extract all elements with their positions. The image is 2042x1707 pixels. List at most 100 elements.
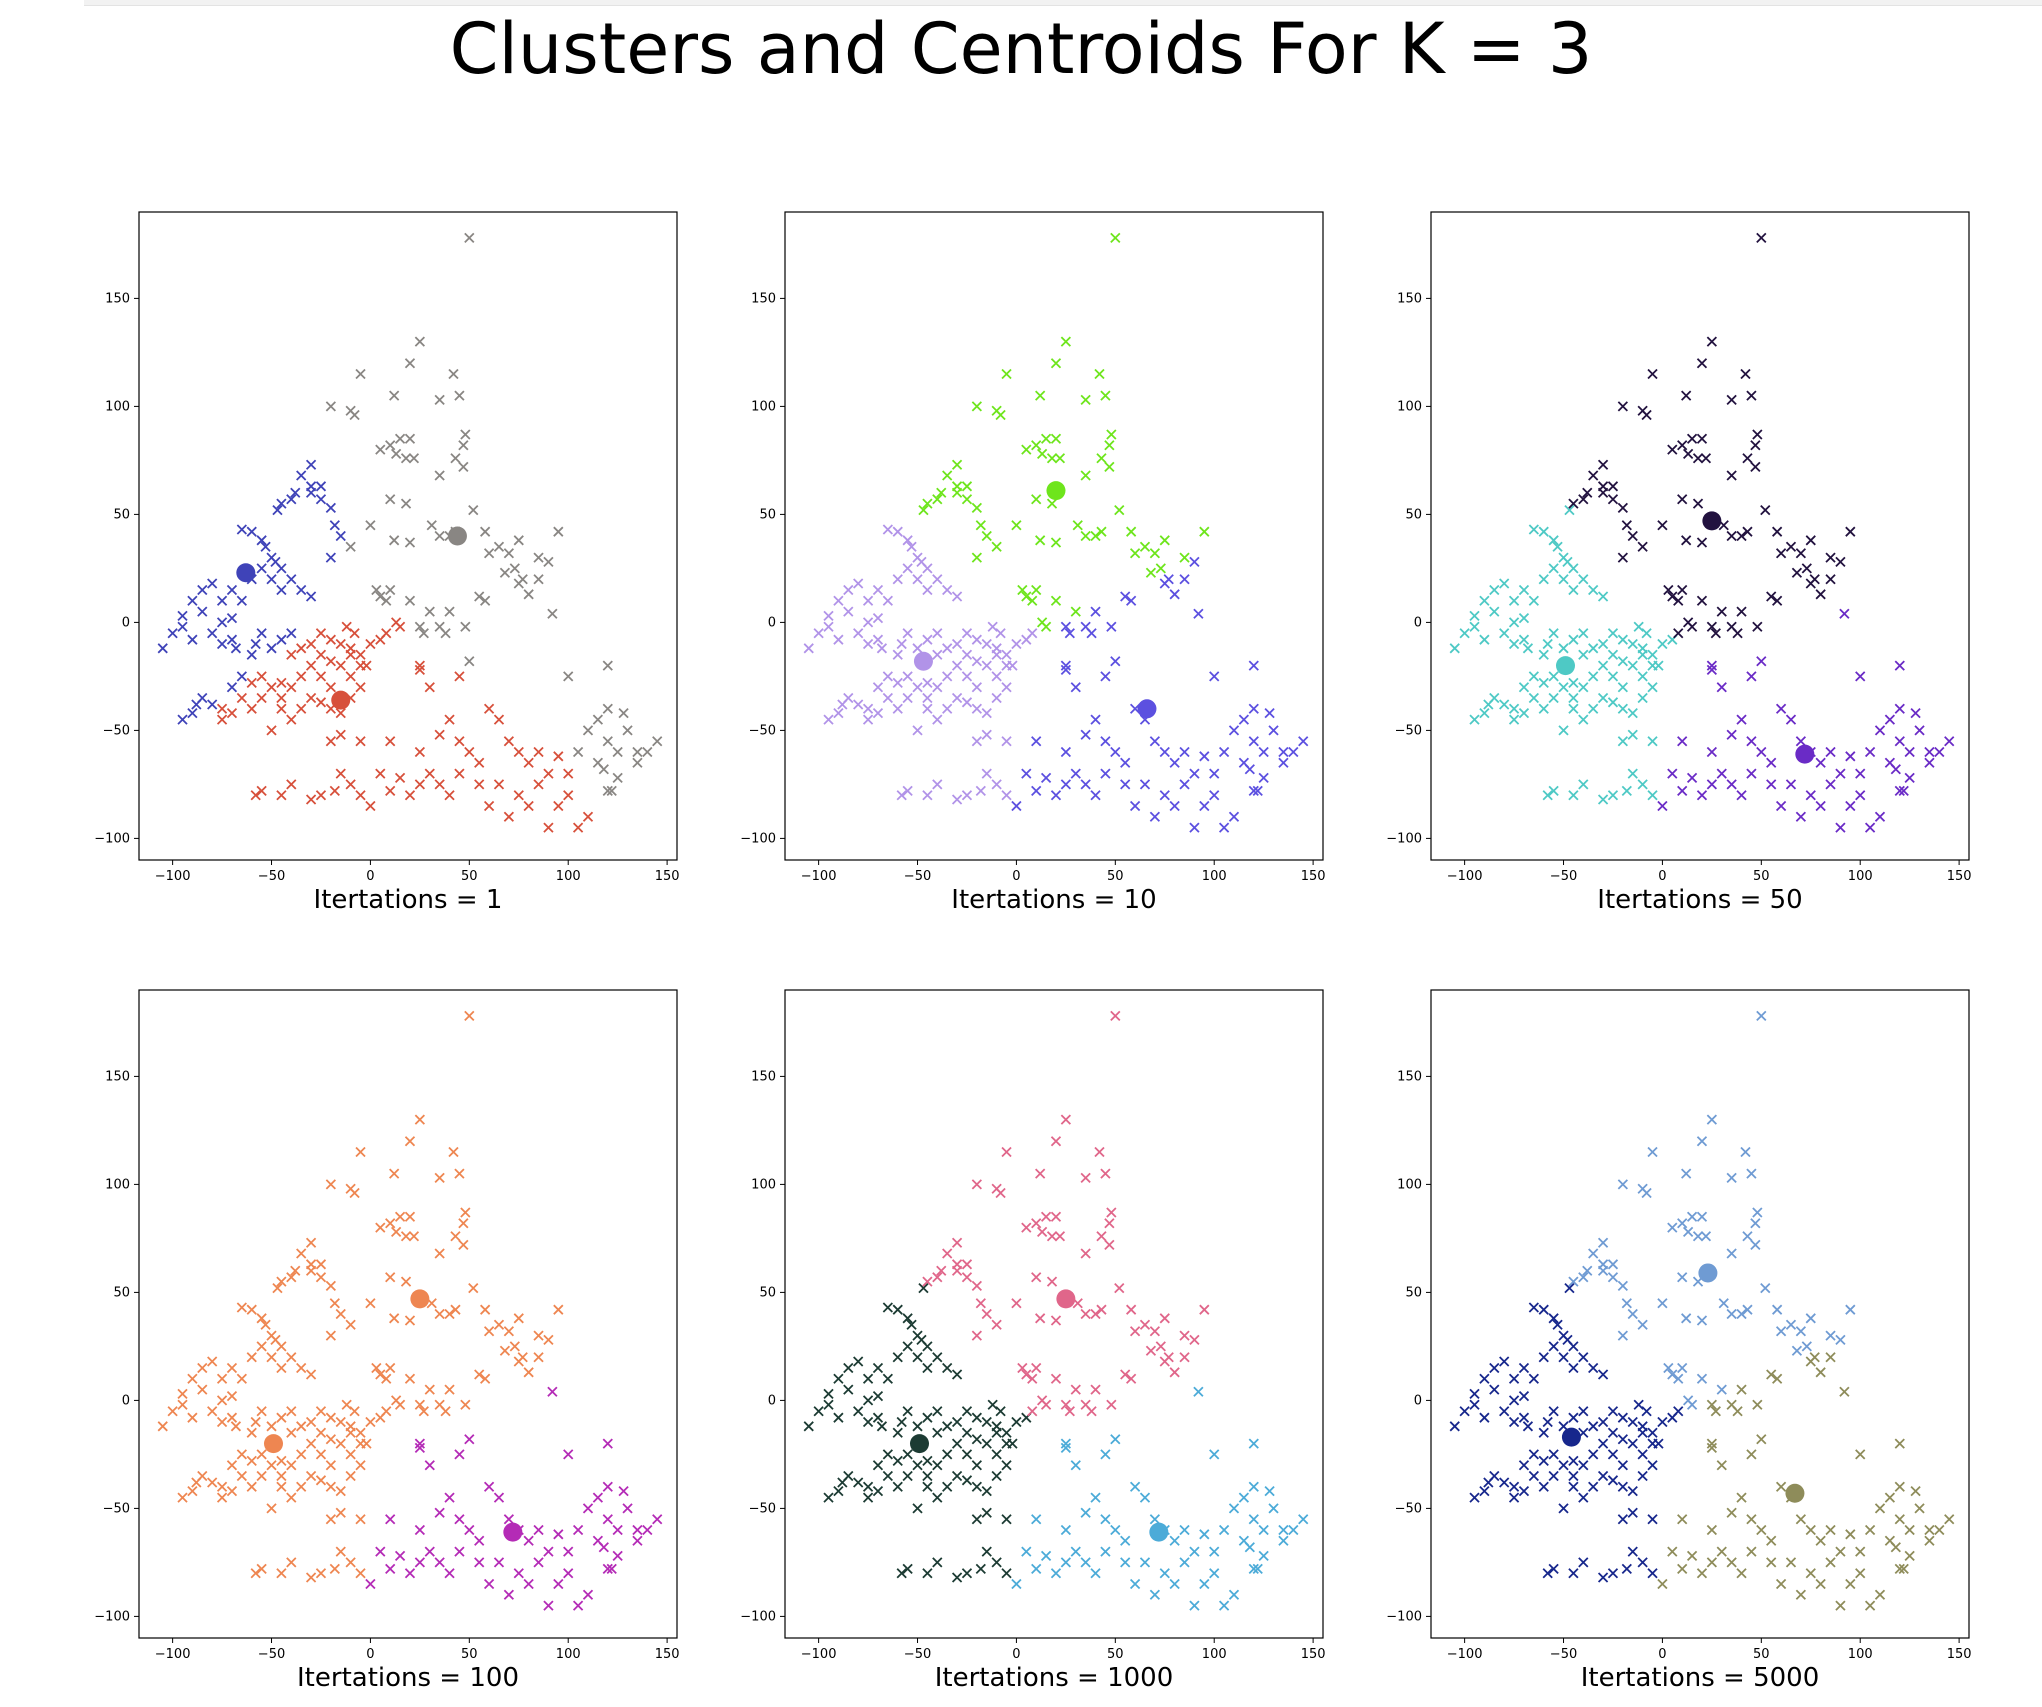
data-point: [1864, 1524, 1876, 1536]
data-point: [572, 822, 584, 833]
y-tick-label: 150: [105, 1069, 130, 1084]
data-point: [1568, 1276, 1579, 1287]
y-tick-label: 100: [1397, 399, 1422, 414]
data-point: [1578, 714, 1589, 725]
data-point: [493, 779, 505, 790]
data-point: [991, 671, 1002, 682]
data-point: [1627, 1507, 1638, 1518]
data-point: [1795, 1589, 1807, 1600]
data-point: [1677, 736, 1688, 747]
data-point: [305, 794, 317, 805]
data-point: [892, 677, 903, 689]
data-point: [1607, 628, 1619, 639]
data-point: [1805, 535, 1816, 546]
subplot-4: −100 −50 0 50 100 150 −100 −50 0 50 100 150 Itertati…: [94, 989, 680, 1693]
data-point: [1874, 725, 1886, 736]
data-point: [612, 746, 623, 758]
data-point: [1716, 1384, 1727, 1395]
data-point: [1750, 461, 1761, 473]
data-point: [922, 1412, 933, 1423]
data-point: [1228, 1589, 1240, 1600]
data-point: [922, 584, 933, 596]
data-point: [1835, 1334, 1846, 1346]
data-point: [424, 1384, 435, 1395]
data-point: [1647, 1568, 1658, 1579]
data-point: [216, 638, 228, 650]
data-point: [1031, 1272, 1042, 1283]
data-point: [1064, 1406, 1075, 1417]
data-point: [1011, 1578, 1022, 1590]
data-point: [216, 1492, 228, 1503]
data-point: [408, 453, 420, 464]
data-point: [349, 628, 360, 639]
data-point: [932, 574, 943, 585]
data-point: [553, 1578, 564, 1590]
data-point: [1538, 1352, 1549, 1363]
data-point: [1149, 1326, 1161, 1337]
data-point: [1746, 671, 1757, 682]
data-point: [606, 785, 617, 797]
data-point: [434, 729, 445, 740]
data-point: [553, 526, 564, 537]
data-point: [1681, 535, 1692, 546]
data-point: [1046, 498, 1058, 509]
data-point: [995, 1406, 1006, 1417]
data-point: [1647, 1427, 1658, 1438]
data-point: [837, 699, 848, 710]
data-point: [1094, 1146, 1105, 1158]
data-point: [1040, 433, 1052, 444]
data-point: [503, 1326, 515, 1337]
data-point: [543, 822, 554, 833]
data-point: [434, 1557, 445, 1568]
data-point: [1483, 1477, 1494, 1488]
data-point: [1199, 526, 1210, 537]
data-point: [276, 584, 287, 596]
data-point: [1001, 1568, 1012, 1579]
data-point: [1199, 800, 1210, 812]
data-point: [256, 1449, 267, 1460]
data-point: [1742, 453, 1753, 464]
data-point: [1508, 1492, 1520, 1503]
data-point: [1199, 751, 1210, 762]
data-point: [1104, 440, 1115, 451]
data-point: [1489, 606, 1500, 617]
x-tick-label: 50: [1107, 1647, 1124, 1662]
data-point: [1746, 1168, 1757, 1179]
x-tick-label: 0: [1658, 1647, 1666, 1662]
data-point: [286, 1460, 297, 1471]
data-point: [286, 1557, 297, 1568]
data-point: [1080, 1308, 1091, 1320]
data-point: [1007, 1438, 1018, 1449]
data-point: [1070, 1384, 1081, 1395]
data-point: [1264, 707, 1275, 719]
data-point: [1070, 606, 1081, 617]
data-point: [1508, 595, 1520, 606]
data-point: [896, 1416, 907, 1428]
data-point: [961, 1272, 973, 1283]
data-point: [862, 1492, 874, 1503]
data-point: [961, 1427, 973, 1438]
data-point: [349, 1187, 360, 1199]
data-point: [1835, 556, 1846, 568]
data-point: [444, 606, 455, 617]
data-point: [365, 1416, 376, 1428]
data-point: [991, 692, 1002, 704]
data-point: [942, 1449, 953, 1460]
data-point: [167, 628, 178, 639]
data-point: [1179, 1330, 1190, 1341]
data-point: [1542, 1568, 1553, 1579]
data-point: [1558, 1503, 1569, 1514]
y-tick-label: −50: [103, 723, 130, 738]
data-point: [1825, 1330, 1836, 1341]
data-point: [833, 595, 844, 606]
data-point: [1924, 1524, 1935, 1536]
data-point: [226, 584, 238, 596]
data-point: [1750, 1239, 1761, 1251]
data-point: [1469, 1492, 1480, 1503]
data-point: [1582, 1265, 1593, 1276]
data-point: [1795, 548, 1807, 559]
data-point: [853, 699, 864, 710]
data-point: [582, 811, 594, 822]
data-point: [892, 1455, 903, 1467]
y-tick-label: 150: [1397, 291, 1422, 306]
